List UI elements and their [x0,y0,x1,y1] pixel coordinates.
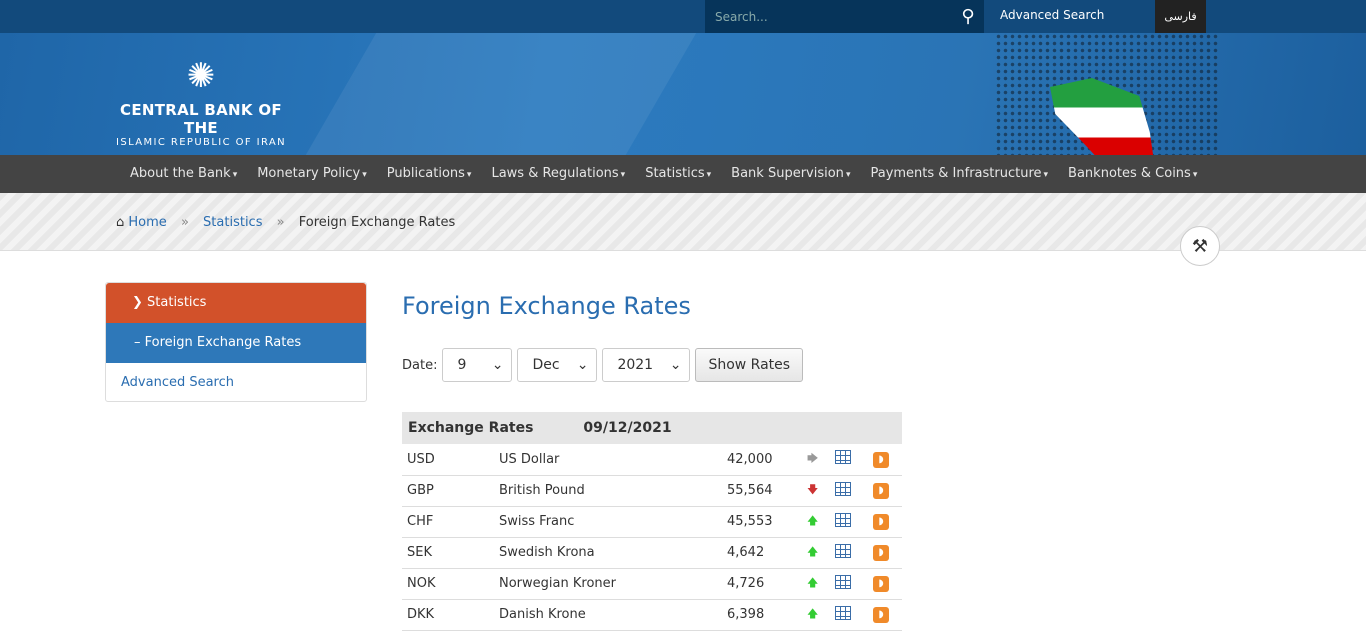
chart-icon[interactable] [835,543,851,558]
table-row: DKK Danish Krone 6,398 🡅 ◗ [402,599,902,631]
rss-icon[interactable]: ◗ [873,514,889,530]
tools-icon[interactable]: ⚒ [1180,226,1220,266]
breadcrumb-statistics[interactable]: Statistics [203,215,263,230]
separator: » [180,215,189,230]
rates-table: Exchange Rates 09/12/2021 USD US Dollar 42,… [402,412,902,631]
breadcrumb: ⌂ Home » Statistics » Foreign Exchange R… [0,193,1366,266]
nav-item[interactable]: Monetary Policy [247,155,377,193]
currency-name: British Pound [494,475,722,507]
rate: 45,553 [722,506,802,538]
chart-icon[interactable] [835,512,851,527]
sidebar-item-statistics[interactable]: ❯ Statistics [106,283,366,323]
trend-up-icon: 🡅 [807,545,819,558]
chart-icon[interactable] [835,481,851,496]
chart-icon[interactable] [835,450,851,465]
breadcrumb-current: Foreign Exchange Rates [298,215,456,230]
nav-item[interactable]: Banknotes & Coins [1058,155,1207,193]
rss-icon[interactable]: ◗ [873,545,889,561]
nav-item[interactable]: Payments & Infrastructure [860,155,1058,193]
table-row: NOK Norwegian Kroner 4,726 🡅 ◗ [402,568,902,600]
sidebar: ❯ Statistics – Foreign Exchange Rates Ad… [105,282,367,402]
home-icon: ⌂ [116,215,125,230]
currency-code: USD [402,444,494,476]
breadcrumb-home[interactable]: Home [128,215,167,230]
main-content: Foreign Exchange Rates Date: 9 ⌄ Dec ⌄ 202… [402,292,902,631]
currency-code: CHF [402,506,494,538]
nav-item[interactable]: Publications [377,155,482,193]
currency-code: DKK [402,599,494,631]
rate: 42,000 [722,444,802,476]
label: Foreign Exchange Rates [144,335,302,350]
language-toggle[interactable]: فارسی [1155,0,1206,33]
search-box: ⚲ [705,0,984,33]
logo[interactable]: ✺ CENTRAL BANK OF THE ISLAMIC REPUBLIC O… [112,51,290,148]
currency-code: NOK [402,568,494,600]
day-value: 9 [457,357,467,373]
currency-name: Norwegian Kroner [494,568,722,600]
table-header: Exchange Rates 09/12/2021 [402,412,722,444]
search-input[interactable] [705,9,952,24]
trend-unchanged-icon: 🡆 [807,451,819,465]
chevron-down-icon: ⌄ [669,357,682,373]
currency-code: SEK [402,537,494,569]
trend-up-icon: 🡅 [807,607,819,620]
nav-item[interactable]: Statistics [635,155,721,193]
dash-icon: – [134,335,145,350]
nav-item[interactable]: Laws & Regulations [481,155,635,193]
currency-name: Swedish Krona [494,537,722,569]
trend-down-icon: 🡇 [807,483,819,496]
currency-name: Danish Krone [494,599,722,631]
header-date: 09/12/2021 [583,420,672,436]
nav-item[interactable]: About the Bank [120,155,247,193]
sidebar-item-fx[interactable]: – Foreign Exchange Rates [106,323,366,363]
currency-code: GBP [402,475,494,507]
nav-item[interactable]: Bank Supervision [721,155,860,193]
chevron-down-icon: ⌄ [576,357,589,373]
currency-name: US Dollar [494,444,722,476]
chevron-down-icon: ⌄ [491,357,504,373]
date-form: Date: 9 ⌄ Dec ⌄ 2021 ⌄ Show Rates [402,348,902,382]
search-icon[interactable]: ⚲ [961,6,975,27]
label: Statistics [147,295,207,310]
show-rates-button[interactable]: Show Rates [695,348,804,382]
table-row: CHF Swiss Franc 45,553 🡅 ◗ [402,506,902,538]
rss-icon[interactable]: ◗ [873,607,889,623]
month-value: Dec [532,357,560,373]
top-bar: ⚲ Advanced Search فارسی [0,0,1366,33]
day-select[interactable]: 9 ⌄ [442,348,513,382]
advanced-search-link[interactable]: Advanced Search [1000,8,1105,22]
logo-emblem-icon: ✺ [186,56,216,96]
table-row: USD US Dollar 42,000 🡆 ◗ [402,444,902,476]
rate: 4,726 [722,568,802,600]
rate: 6,398 [722,599,802,631]
logo-line1: CENTRAL BANK OF THE [120,101,282,137]
banner-decoration [272,33,708,155]
logo-line2: ISLAMIC REPUBLIC OF IRAN [115,137,287,148]
table-row: SEK Swedish Krona 4,642 🡅 ◗ [402,537,902,569]
separator: » [276,215,285,230]
rss-icon[interactable]: ◗ [873,451,889,468]
chevron-right-icon: ❯ [132,295,148,310]
sidebar-item-advanced-search[interactable]: Advanced Search [121,375,235,390]
chart-icon[interactable] [835,605,851,620]
chart-icon[interactable] [835,574,851,589]
page-title: Foreign Exchange Rates [402,292,691,320]
trend-up-icon: 🡅 [807,514,819,527]
header-title: Exchange Rates [408,420,534,436]
year-value: 2021 [617,357,654,373]
rss-icon[interactable]: ◗ [873,576,889,592]
rss-icon[interactable]: ◗ [873,483,889,499]
date-label: Date: [402,357,438,373]
trend-up-icon: 🡅 [807,576,819,589]
currency-name: Swiss Franc [494,506,722,538]
main-nav: About the BankMonetary PolicyPublication… [0,155,1366,193]
rate: 55,564 [722,475,802,507]
year-select[interactable]: 2021 ⌄ [602,348,691,382]
table-row: GBP British Pound 55,564 🡇 ◗ [402,475,902,507]
rate: 4,642 [722,537,802,569]
month-select[interactable]: Dec ⌄ [517,348,598,382]
banner: ✺ CENTRAL BANK OF THE ISLAMIC REPUBLIC O… [0,33,1366,155]
